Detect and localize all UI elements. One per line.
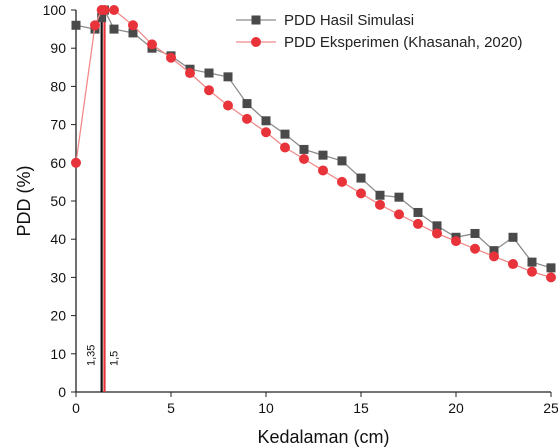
data-point — [489, 246, 499, 256]
data-point — [280, 129, 290, 139]
series-layer — [71, 5, 556, 283]
data-point — [356, 188, 366, 199]
y-tick-label: 80 — [50, 78, 66, 94]
legend-entry: PDD Hasil Simulasi — [236, 12, 414, 29]
depth-marker-label: 1,35 — [86, 345, 98, 366]
data-point — [318, 165, 328, 176]
data-point — [508, 259, 518, 270]
data-point — [318, 150, 328, 160]
x-tick-label: 20 — [448, 400, 464, 416]
data-point — [204, 68, 214, 78]
data-point — [261, 127, 271, 138]
y-tick-label: 10 — [50, 346, 66, 362]
series-line — [75, 9, 552, 279]
data-point — [337, 156, 347, 166]
series-line — [75, 8, 552, 269]
data-point — [99, 5, 110, 15]
y-tick-label: 100 — [43, 2, 67, 18]
data-point — [109, 5, 119, 15]
data-point — [223, 72, 233, 82]
data-point — [432, 228, 442, 239]
x-tick-label: 5 — [167, 400, 175, 416]
y-axis-title: PDD (%) — [14, 166, 34, 237]
data-point — [470, 228, 480, 238]
data-point — [299, 144, 309, 154]
legend-entry: PDD Eksperimen (Khasanah, 2020) — [236, 34, 522, 51]
data-point — [508, 232, 518, 242]
y-tick-label: 60 — [50, 155, 66, 171]
data-point — [97, 13, 107, 23]
data-point — [242, 113, 252, 124]
data-point — [223, 100, 233, 111]
x-tick-label: 15 — [353, 400, 369, 416]
legend-marker — [251, 15, 261, 25]
data-point — [147, 39, 157, 50]
depth-marker-lines: 1,35 1,5 — [86, 10, 121, 392]
data-point — [375, 190, 385, 200]
data-point — [337, 176, 347, 187]
data-point — [527, 257, 537, 267]
y-tick-label: 30 — [50, 269, 66, 285]
data-point — [394, 192, 404, 202]
data-point — [204, 85, 214, 96]
data-point — [546, 263, 556, 273]
data-point — [413, 218, 423, 229]
y-tick-label: 0 — [58, 384, 66, 400]
depth-marker-label: 1,5 — [109, 351, 121, 366]
legend-marker — [251, 37, 261, 47]
data-point — [242, 99, 252, 109]
data-point — [451, 236, 461, 247]
y-tick-label: 40 — [50, 231, 66, 247]
data-point — [90, 20, 100, 31]
y-tick-label: 90 — [50, 40, 66, 56]
data-point — [432, 221, 442, 231]
data-point — [71, 20, 81, 30]
data-point — [299, 153, 309, 164]
data-point — [546, 272, 556, 283]
data-point — [356, 173, 366, 183]
data-point — [128, 28, 138, 38]
data-point — [128, 20, 138, 31]
data-point — [185, 68, 195, 79]
y-tick-label: 50 — [50, 193, 66, 209]
legend-label: PDD Eksperimen (Khasanah, 2020) — [284, 34, 522, 51]
series-eksperimen — [71, 5, 556, 283]
x-axis-title: Kedalaman (cm) — [257, 427, 389, 447]
data-point — [375, 199, 385, 210]
data-point — [71, 157, 81, 168]
y-tick-label: 20 — [50, 308, 66, 324]
data-point — [166, 52, 176, 63]
data-point — [109, 24, 119, 34]
x-tick-label: 0 — [72, 400, 80, 416]
data-point — [280, 142, 290, 153]
data-point — [527, 266, 537, 277]
y-tick-label: 70 — [50, 117, 66, 133]
data-point — [470, 243, 480, 254]
x-tick-label: 25 — [543, 400, 558, 416]
legend: PDD Hasil Simulasi PDD Eksperimen (Khasan… — [236, 12, 522, 51]
x-tick-label: 10 — [258, 400, 274, 416]
data-point — [394, 209, 404, 220]
axes: 0 10 20 30 40 50 60 70 80 90 100 0 5 10 15 20 25 — [43, 2, 558, 416]
data-point — [261, 116, 271, 126]
data-point — [413, 207, 423, 217]
data-point — [489, 251, 499, 262]
legend-label: PDD Hasil Simulasi — [284, 12, 414, 29]
